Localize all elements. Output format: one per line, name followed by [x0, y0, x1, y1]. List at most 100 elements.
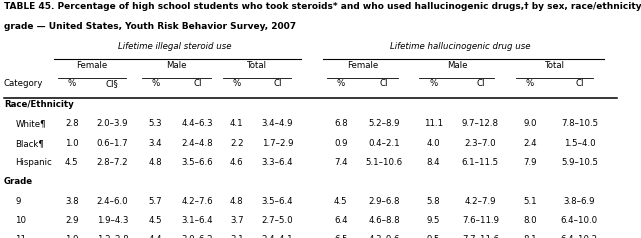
Text: 4.4–6.3: 4.4–6.3 [181, 119, 213, 129]
Text: 7.7–11.6: 7.7–11.6 [462, 235, 499, 238]
Text: 3.1–6.4: 3.1–6.4 [181, 216, 213, 225]
Text: 3.4–4.9: 3.4–4.9 [262, 119, 293, 129]
Text: 2.8: 2.8 [65, 119, 79, 129]
Text: Total: Total [545, 60, 565, 69]
Text: 2.9: 2.9 [65, 216, 78, 225]
Text: 7.8–10.5: 7.8–10.5 [561, 119, 598, 129]
Text: Black¶: Black¶ [15, 139, 44, 148]
Text: 4.2–7.9: 4.2–7.9 [465, 197, 496, 206]
Text: grade — United States, Youth Risk Behavior Survey, 2007: grade — United States, Youth Risk Behavi… [4, 22, 296, 31]
Text: 5.8: 5.8 [427, 197, 440, 206]
Text: Female: Female [76, 60, 108, 69]
Text: 8.0: 8.0 [523, 216, 537, 225]
Text: Lifetime hallucinogenic drug use: Lifetime hallucinogenic drug use [390, 42, 530, 51]
Text: 1.9–4.3: 1.9–4.3 [97, 216, 128, 225]
Text: 2.8–7.2: 2.8–7.2 [97, 158, 128, 167]
Text: 3.5–6.4: 3.5–6.4 [262, 197, 293, 206]
Text: TABLE 45. Percentage of high school students who took steroids* and who used hal: TABLE 45. Percentage of high school stud… [4, 2, 641, 11]
Text: White¶: White¶ [15, 119, 46, 129]
Text: 6.1–11.5: 6.1–11.5 [462, 158, 499, 167]
Text: 0.9: 0.9 [334, 139, 347, 148]
Text: Lifetime illegal steroid use: Lifetime illegal steroid use [118, 42, 231, 51]
Text: 6.8: 6.8 [334, 119, 347, 129]
Text: 4.5: 4.5 [149, 216, 162, 225]
Text: 2.4: 2.4 [523, 139, 537, 148]
Text: Male: Male [447, 60, 467, 69]
Text: 4.8: 4.8 [230, 197, 244, 206]
Text: 7.6–11.9: 7.6–11.9 [462, 216, 499, 225]
Text: 9.5: 9.5 [427, 216, 440, 225]
Text: CI: CI [273, 79, 281, 88]
Text: 9.5: 9.5 [427, 235, 440, 238]
Text: 2.4–4.1: 2.4–4.1 [262, 235, 293, 238]
Text: 5.1–10.6: 5.1–10.6 [365, 158, 403, 167]
Text: 9.0: 9.0 [523, 119, 537, 129]
Text: 6.4: 6.4 [334, 216, 347, 225]
Text: 4.3–9.6: 4.3–9.6 [368, 235, 400, 238]
Text: CI: CI [476, 79, 485, 88]
Text: 3.8–6.9: 3.8–6.9 [563, 197, 595, 206]
Text: 3.1: 3.1 [230, 235, 244, 238]
Text: 8.4: 8.4 [427, 158, 440, 167]
Text: 2.2: 2.2 [230, 139, 244, 148]
Text: 4.8: 4.8 [149, 158, 162, 167]
Text: 0.4–2.1: 0.4–2.1 [368, 139, 400, 148]
Text: 1.2–2.8: 1.2–2.8 [97, 235, 128, 238]
Text: 4.5: 4.5 [65, 158, 79, 167]
Text: 5.1: 5.1 [523, 197, 537, 206]
Text: 1.9: 1.9 [65, 235, 78, 238]
Text: %: % [429, 79, 438, 88]
Text: Total: Total [247, 60, 267, 69]
Text: 4.1: 4.1 [230, 119, 244, 129]
Text: Male: Male [166, 60, 187, 69]
Text: 5.3: 5.3 [149, 119, 162, 129]
Text: 2.4–4.8: 2.4–4.8 [181, 139, 213, 148]
Text: 7.4: 7.4 [334, 158, 347, 167]
Text: 9.7–12.8: 9.7–12.8 [462, 119, 499, 129]
Text: 1.7–2.9: 1.7–2.9 [262, 139, 293, 148]
Text: CI: CI [193, 79, 202, 88]
Text: 2.3–7.0: 2.3–7.0 [465, 139, 496, 148]
Text: 5.2–8.9: 5.2–8.9 [368, 119, 400, 129]
Text: 2.7–5.0: 2.7–5.0 [262, 216, 293, 225]
Text: 2.4–6.0: 2.4–6.0 [97, 197, 128, 206]
Text: 5.7: 5.7 [149, 197, 162, 206]
Text: 4.6–8.8: 4.6–8.8 [368, 216, 400, 225]
Text: Race/Ethnicity: Race/Ethnicity [4, 100, 74, 109]
Text: 3.3–6.4: 3.3–6.4 [262, 158, 293, 167]
Text: 0.6–1.7: 0.6–1.7 [97, 139, 128, 148]
Text: 10: 10 [15, 216, 26, 225]
Text: Hispanic: Hispanic [15, 158, 52, 167]
Text: 4.2–7.6: 4.2–7.6 [181, 197, 213, 206]
Text: 4.4: 4.4 [149, 235, 162, 238]
Text: 4.5: 4.5 [334, 197, 347, 206]
Text: %: % [67, 79, 76, 88]
Text: 3.7: 3.7 [230, 216, 244, 225]
Text: 6.5: 6.5 [334, 235, 347, 238]
Text: 3.0–6.2: 3.0–6.2 [181, 235, 213, 238]
Text: Female: Female [347, 60, 378, 69]
Text: 2.0–3.9: 2.0–3.9 [97, 119, 128, 129]
Text: 3.4: 3.4 [149, 139, 162, 148]
Text: Grade: Grade [4, 178, 33, 186]
Text: 1.5–4.0: 1.5–4.0 [563, 139, 595, 148]
Text: 4.0: 4.0 [427, 139, 440, 148]
Text: 1.0: 1.0 [65, 139, 79, 148]
Text: %: % [337, 79, 345, 88]
Text: CI: CI [575, 79, 584, 88]
Text: 9: 9 [15, 197, 21, 206]
Text: 11.1: 11.1 [424, 119, 443, 129]
Text: 7.9: 7.9 [523, 158, 537, 167]
Text: 6.4–10.0: 6.4–10.0 [561, 216, 598, 225]
Text: 11: 11 [15, 235, 26, 238]
Text: %: % [151, 79, 160, 88]
Text: 3.5–6.6: 3.5–6.6 [181, 158, 213, 167]
Text: Category: Category [4, 79, 43, 88]
Text: 3.8: 3.8 [65, 197, 79, 206]
Text: 5.9–10.5: 5.9–10.5 [561, 158, 598, 167]
Text: 2.9–6.8: 2.9–6.8 [368, 197, 400, 206]
Text: %: % [233, 79, 241, 88]
Text: CI: CI [379, 79, 388, 88]
Text: 8.1: 8.1 [523, 235, 537, 238]
Text: 6.4–10.2: 6.4–10.2 [561, 235, 598, 238]
